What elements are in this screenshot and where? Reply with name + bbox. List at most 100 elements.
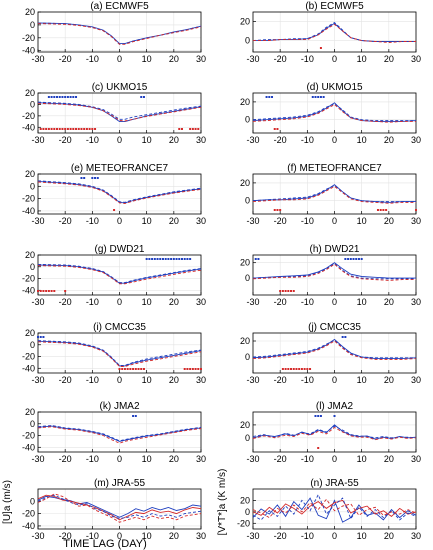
significance-marker-bottom [134,368,137,370]
x-tick-label: -30 [246,531,259,541]
series-line-red [252,185,416,204]
significance-marker-bottom [75,128,78,130]
significance-marker-bottom [382,209,385,211]
significance-marker-top [56,96,59,98]
significance-marker-top [180,258,183,260]
series-line-solid [252,262,416,279]
significance-marker-bottom [66,128,69,130]
x-tick-label: -30 [246,216,259,226]
significance-marker-bottom [77,128,80,130]
x-tick-label: 0 [332,531,337,541]
x-tick-label: 30 [411,216,421,226]
x-tick-label: -20 [59,375,72,385]
x-tick-label: -20 [59,297,72,307]
significance-marker-bottom [37,290,39,292]
series-line-red [37,426,202,444]
x-tick-label: -20 [274,375,287,385]
significance-marker-bottom [88,128,91,130]
significance-marker-bottom [298,368,301,370]
significance-marker-top [161,258,164,260]
significance-marker-bottom [281,290,284,292]
x-tick-label: 30 [196,454,206,464]
panel-title: (m) JRA-55 [94,478,146,489]
panel-m: -30 -20 -10 0 10 20 30 -40 -20 0 (m) JRA-55 [22,478,206,541]
significance-marker-bottom [50,128,53,130]
y-tick-label: 0 [245,115,250,125]
significance-marker-top [344,336,347,338]
y-tick-label: 0 [245,196,250,206]
significance-marker-top [61,96,64,98]
x-tick-label: 10 [142,297,152,307]
significance-marker-bottom [197,128,200,130]
significance-marker-top [349,258,352,260]
significance-marker-bottom [186,368,189,370]
x-tick-label: 10 [357,216,367,226]
significance-marker-bottom [64,290,67,292]
bottom-x-axis-label: TIME LAG (DAY) [63,538,147,550]
significance-marker-top [153,258,156,260]
x-tick-label: -30 [31,531,44,541]
y-tick-label: 0 [30,181,35,191]
x-tick-label: -20 [274,216,287,226]
significance-marker-bottom [197,368,200,370]
significance-marker-top [319,96,322,98]
series-line-red [253,23,416,43]
significance-marker-top [72,96,75,98]
significance-marker-bottom [284,290,287,292]
x-tick-label: 10 [142,216,152,226]
significance-marker-top [254,258,257,260]
x-tick-label: -20 [274,54,287,64]
panel-title: (i) CMCC35 [93,322,146,333]
significance-marker-top [39,336,42,338]
series-line-solid-blue [37,495,202,518]
x-tick-label: 20 [384,135,394,145]
x-tick-label: -20 [274,454,287,464]
x-tick-label: 20 [169,135,179,145]
significance-marker-top [314,96,317,98]
x-tick-label: -20 [59,531,72,541]
significance-marker-bottom [91,128,94,130]
y-tick-label: 0 [30,419,35,429]
significance-marker-bottom [85,128,88,130]
y-tick-label: 0 [30,496,35,506]
x-tick-label: -30 [246,375,259,385]
panel-title: (f) METEOFRANCE7 [287,163,382,174]
significance-marker-bottom [284,368,287,370]
significance-marker-bottom [276,128,279,130]
x-tick-label: 0 [332,454,337,464]
x-tick-label: 20 [384,54,394,64]
significance-marker-top [37,336,39,338]
significance-marker-top [314,415,317,417]
y-tick-label: -20 [22,274,35,284]
y-tick-label: -20 [22,33,35,43]
series-line-red [252,263,416,281]
significance-marker-bottom [142,368,145,370]
series-line-solid [37,102,202,123]
series-line-dashed [37,101,202,120]
x-tick-label: 0 [332,216,337,226]
x-tick-label: -30 [246,297,259,307]
significance-marker-top [257,258,260,260]
panel-title: (e) METEOFRANCE7 [71,163,169,174]
x-tick-label: 0 [332,54,337,64]
y-tick-label: 20 [25,88,35,98]
significance-marker-bottom [194,128,197,130]
significance-marker-top [344,258,347,260]
x-tick-label: 10 [142,531,152,541]
significance-marker-bottom [300,368,303,370]
significance-marker-top [58,96,61,98]
significance-marker-bottom [94,128,97,130]
x-tick-label: 20 [384,454,394,464]
series-line-dashed-red [252,498,417,519]
x-tick-label: -20 [274,297,287,307]
significance-marker-top [333,415,336,417]
significance-marker-top [357,258,360,260]
x-tick-label: 20 [169,531,179,541]
significance-marker-bottom [53,290,56,292]
x-tick-label: -10 [86,454,99,464]
series-line-red [37,23,202,45]
significance-marker-bottom [317,447,320,449]
panel-title: (b) ECMWF5 [305,1,364,12]
significance-marker-bottom [39,290,42,292]
